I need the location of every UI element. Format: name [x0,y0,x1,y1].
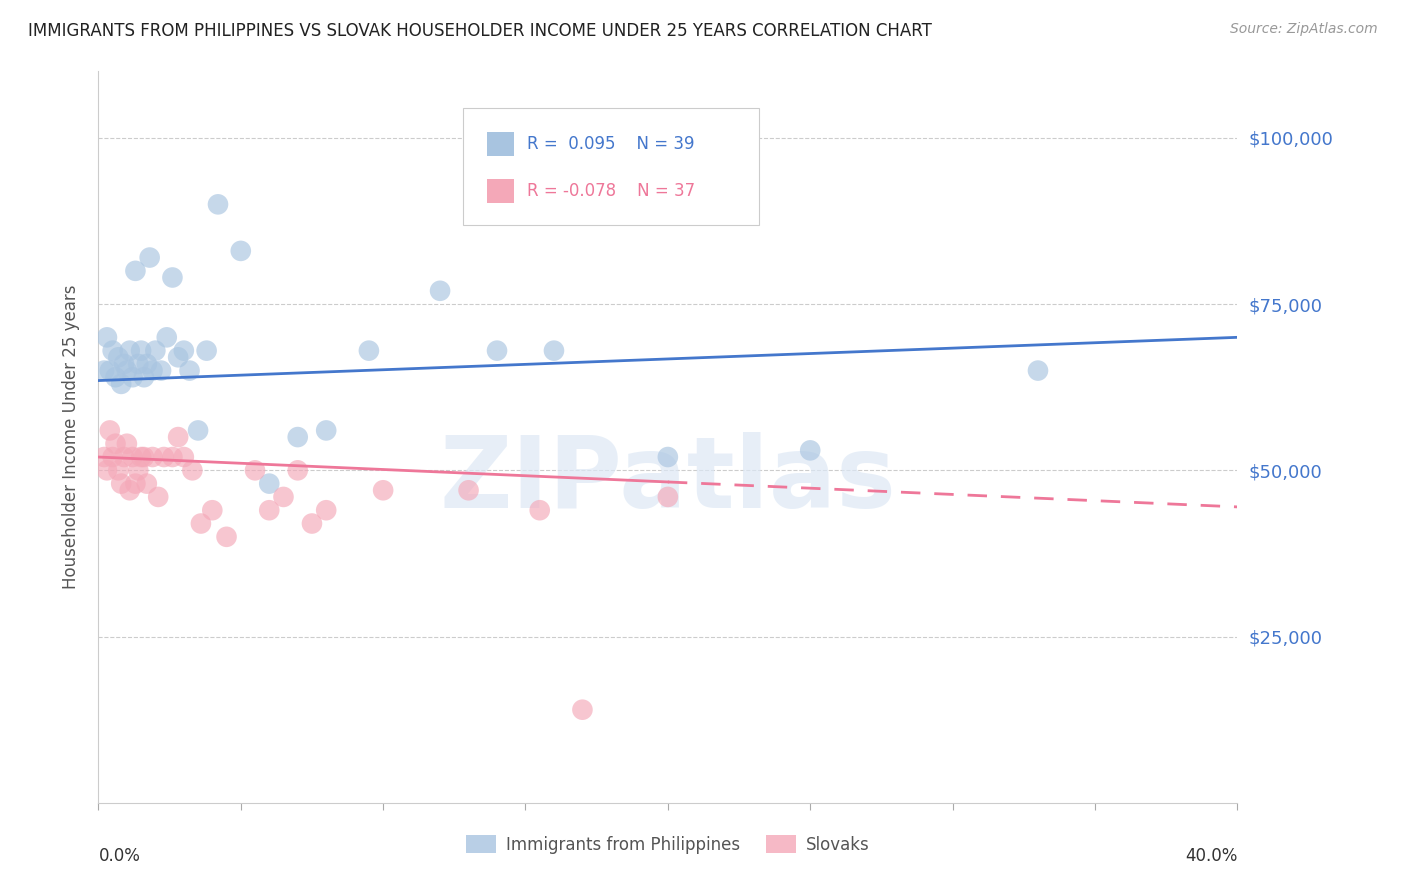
Point [190,516,212,531]
Point [167,430,190,444]
Point [110,476,132,491]
Point [543,343,565,358]
Text: 40.0%: 40.0% [1185,847,1237,864]
FancyBboxPatch shape [486,132,515,156]
Point [141,450,163,464]
Point [156,330,179,344]
Point [110,376,132,391]
Point [287,430,309,444]
Text: 0.0%: 0.0% [98,847,141,864]
Point [124,476,146,491]
Point [486,343,509,358]
Point [121,450,143,464]
Point [127,357,149,371]
Point [657,490,679,504]
Point [135,357,157,371]
Point [799,443,821,458]
Point [243,463,266,477]
Point [101,343,124,358]
Point [315,424,337,438]
Point [132,450,155,464]
Legend: Immigrants from Philippines, Slovaks: Immigrants from Philippines, Slovaks [460,829,876,860]
Point [162,450,184,464]
Point [153,450,176,464]
Point [167,351,190,365]
Point [273,490,295,504]
Point [132,370,155,384]
Point [179,363,201,377]
Point [127,463,149,477]
Point [129,450,152,464]
Y-axis label: Householder Income Under 25 years: Householder Income Under 25 years [62,285,80,590]
Point [104,370,127,384]
Point [201,503,224,517]
Point [207,197,229,211]
Point [115,363,138,377]
Point [373,483,395,498]
Point [135,476,157,491]
Point [129,343,152,358]
Point [357,343,380,358]
Point [259,476,281,491]
Point [173,343,195,358]
Point [145,343,167,358]
Text: R = -0.078    N = 37: R = -0.078 N = 37 [527,183,695,201]
Point [104,436,127,450]
Point [138,251,160,265]
FancyBboxPatch shape [486,179,515,203]
Point [115,436,138,450]
FancyBboxPatch shape [463,108,759,225]
Point [1026,363,1049,377]
Point [112,450,135,464]
Text: ZIPatlas: ZIPatlas [440,433,896,530]
Point [98,424,121,438]
Point [301,516,323,531]
Point [315,503,337,517]
Point [101,450,124,464]
Point [287,463,309,477]
Point [118,343,141,358]
Point [657,450,679,464]
Text: R =  0.095    N = 39: R = 0.095 N = 39 [527,136,695,153]
Point [259,503,281,517]
Text: IMMIGRANTS FROM PHILIPPINES VS SLOVAK HOUSEHOLDER INCOME UNDER 25 YEARS CORRELAT: IMMIGRANTS FROM PHILIPPINES VS SLOVAK HO… [28,22,932,40]
Point [529,503,551,517]
Point [215,530,238,544]
Point [571,703,593,717]
Point [141,363,163,377]
Point [121,370,143,384]
Point [181,463,204,477]
Point [162,270,184,285]
Text: Source: ZipAtlas.com: Source: ZipAtlas.com [1230,22,1378,37]
Point [195,343,218,358]
Point [187,424,209,438]
Point [93,363,115,377]
Point [457,483,479,498]
Point [98,363,121,377]
Point [118,483,141,498]
Point [107,463,129,477]
Point [107,351,129,365]
Point [96,330,118,344]
Point [173,450,195,464]
Point [96,463,118,477]
Point [112,357,135,371]
Point [229,244,252,258]
Point [429,284,451,298]
Point [93,450,115,464]
Point [148,490,170,504]
Point [150,363,173,377]
Point [124,264,146,278]
